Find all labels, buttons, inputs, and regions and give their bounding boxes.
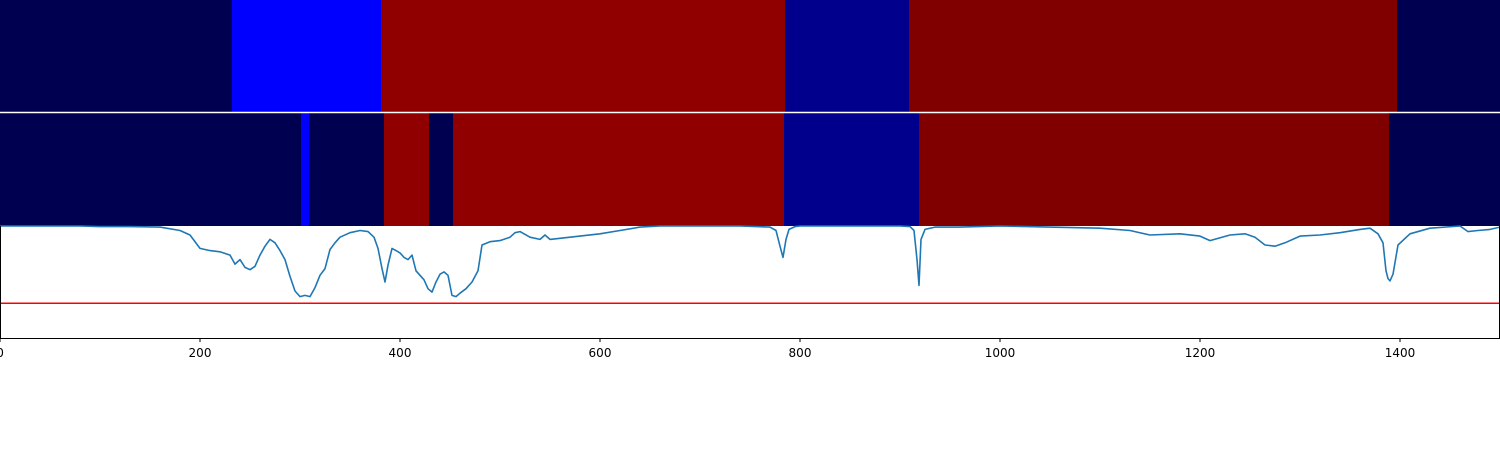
top-band-segment-0 xyxy=(0,0,233,112)
middle-band-segment-5 xyxy=(453,113,785,226)
x-axis-ticks: 0 200 400 600 800 1000 1200 1400 xyxy=(0,338,1415,360)
top-band-segment-1 xyxy=(232,0,382,112)
x-tick-label-5: 1000 xyxy=(985,346,1016,360)
signal-series-line xyxy=(0,225,1500,298)
x-tick-label-1: 200 xyxy=(189,346,212,360)
x-tick-label-2: 400 xyxy=(389,346,412,360)
top-band-segment-4 xyxy=(909,0,1398,112)
middle-band-segment-3 xyxy=(384,113,430,226)
x-tick-label-4: 800 xyxy=(789,346,812,360)
middle-heatmap-band xyxy=(0,113,1500,226)
middle-band-segment-4 xyxy=(429,113,454,226)
top-band-segment-3 xyxy=(785,0,910,112)
middle-band-segment-1 xyxy=(301,113,310,226)
top-band-segment-5 xyxy=(1397,0,1500,112)
x-tick-label-0: 0 xyxy=(0,346,4,360)
middle-band-segment-7 xyxy=(919,113,1390,226)
x-tick-label-6: 1200 xyxy=(1185,346,1216,360)
signal-panel: 0 200 400 600 800 1000 1200 1400 xyxy=(0,225,1500,360)
middle-band-segment-8 xyxy=(1389,113,1500,226)
x-tick-label-3: 600 xyxy=(589,346,612,360)
x-tick-label-7: 1400 xyxy=(1385,346,1416,360)
signal-background xyxy=(0,226,1500,338)
middle-band-segment-6 xyxy=(784,113,920,226)
top-heatmap-band xyxy=(0,0,1500,112)
top-band-segment-2 xyxy=(381,0,786,112)
middle-band-segment-2 xyxy=(309,113,385,226)
middle-band-segment-0 xyxy=(0,113,302,226)
